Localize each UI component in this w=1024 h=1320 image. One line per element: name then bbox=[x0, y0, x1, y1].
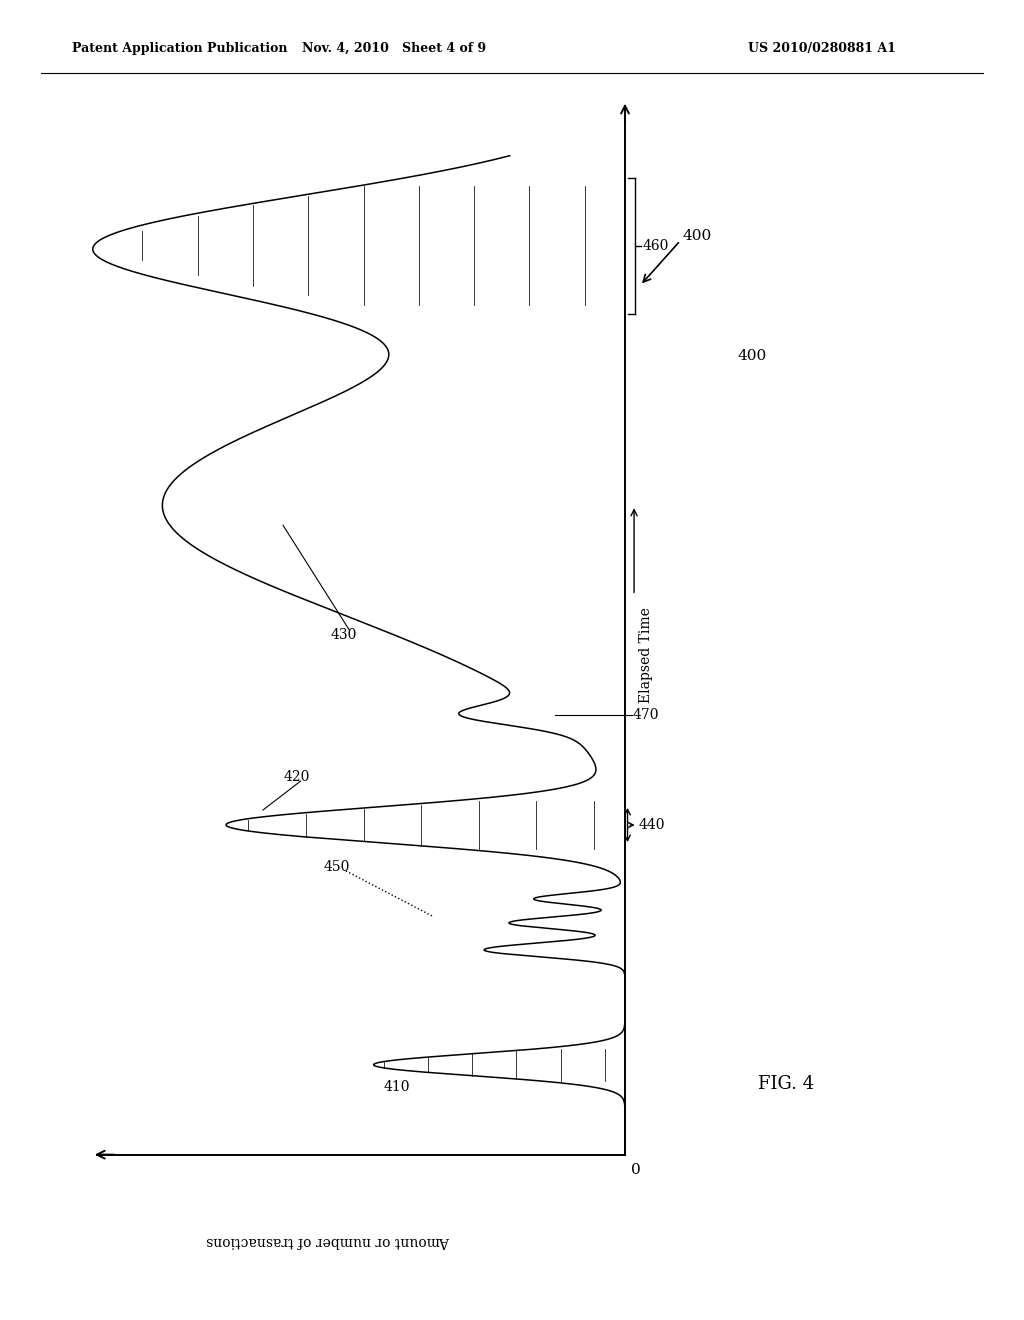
Text: 460: 460 bbox=[643, 239, 669, 252]
Text: 420: 420 bbox=[283, 770, 309, 784]
Text: 470: 470 bbox=[633, 708, 659, 722]
Text: FIG. 4: FIG. 4 bbox=[758, 1074, 814, 1093]
Text: Amount or number of trasnactions: Amount or number of trasnactions bbox=[206, 1234, 450, 1249]
Text: Elapsed Time: Elapsed Time bbox=[639, 607, 653, 704]
Text: US 2010/0280881 A1: US 2010/0280881 A1 bbox=[748, 42, 895, 55]
Text: 0: 0 bbox=[631, 1163, 641, 1176]
Text: 430: 430 bbox=[331, 628, 357, 643]
Text: 440: 440 bbox=[639, 818, 665, 832]
Text: Nov. 4, 2010   Sheet 4 of 9: Nov. 4, 2010 Sheet 4 of 9 bbox=[302, 42, 486, 55]
Text: 410: 410 bbox=[384, 1080, 411, 1094]
Text: 400: 400 bbox=[683, 228, 712, 243]
Text: Patent Application Publication: Patent Application Publication bbox=[72, 42, 287, 55]
Text: 450: 450 bbox=[324, 859, 349, 874]
Text: 400: 400 bbox=[737, 350, 767, 363]
